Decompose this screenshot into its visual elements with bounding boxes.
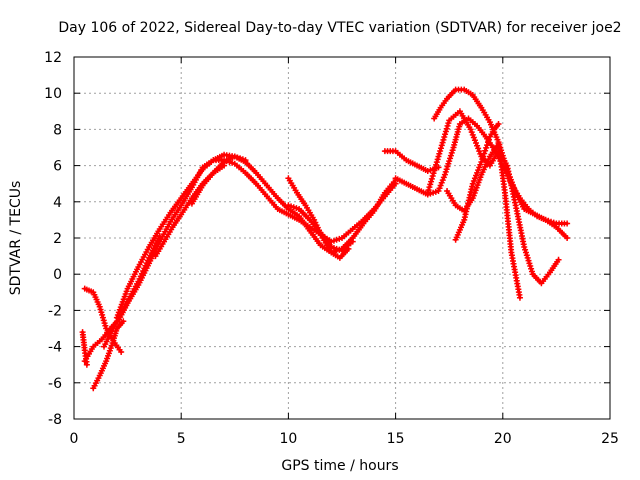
series-sat-l: [392, 115, 571, 227]
series-point-markers: [452, 120, 502, 243]
y-tick-label: 8: [53, 122, 62, 138]
x-tick-label: 20: [494, 431, 512, 447]
series-sat-a: [81, 157, 399, 365]
y-tick-label: 2: [53, 231, 62, 247]
series-sat-j: [285, 202, 356, 254]
series-point-markers: [152, 162, 228, 260]
series-point-markers: [392, 115, 571, 227]
x-tick-label: 25: [601, 431, 619, 447]
series-sat-b: [79, 329, 90, 368]
chart-title: Day 106 of 2022, Sidereal Day-to-day VTE…: [58, 20, 621, 36]
series-layer: [79, 86, 571, 392]
x-tick-label: 10: [279, 431, 297, 447]
series-line: [426, 109, 561, 285]
series-sat-p: [452, 120, 502, 243]
series-sat-d: [90, 318, 127, 392]
plot-frame: [73, 56, 611, 420]
series-line: [153, 164, 226, 258]
series-point-markers: [381, 148, 442, 175]
y-tick-label: -6: [48, 376, 62, 392]
y-tick-label: 12: [44, 50, 62, 66]
y-tick-label: 4: [53, 195, 62, 211]
y-tick-label: 0: [53, 267, 62, 283]
series-sat-o: [444, 140, 523, 301]
series-sat-f: [113, 151, 399, 321]
series-sat-g: [152, 162, 228, 260]
x-tick-label: 0: [70, 431, 79, 447]
series-point-markers: [81, 157, 399, 365]
y-tick-label: -2: [48, 303, 62, 319]
series-point-markers: [113, 151, 399, 321]
y-tick-label: -8: [48, 412, 62, 428]
series-point-markers: [285, 202, 356, 254]
series-point-markers: [188, 153, 249, 207]
y-tick-label: -4: [48, 340, 62, 356]
series-line: [83, 158, 398, 363]
x-tick-label: 15: [387, 431, 405, 447]
series-sat-k: [381, 148, 442, 175]
series-point-markers: [444, 140, 523, 301]
series-point-markers: [79, 329, 90, 368]
y-tick-label: 6: [53, 159, 62, 175]
x-tick-label: 5: [177, 431, 186, 447]
series-point-markers: [90, 318, 127, 392]
series-point-markers: [424, 108, 562, 287]
x-axis-title: GPS time / hours: [281, 458, 398, 474]
series-point-markers: [101, 233, 163, 350]
series-sat-h: [188, 153, 249, 207]
series-sat-e: [101, 233, 163, 350]
y-axis-title: SDTVAR / TECUs: [8, 181, 24, 296]
y-tick-label: 10: [44, 86, 62, 102]
